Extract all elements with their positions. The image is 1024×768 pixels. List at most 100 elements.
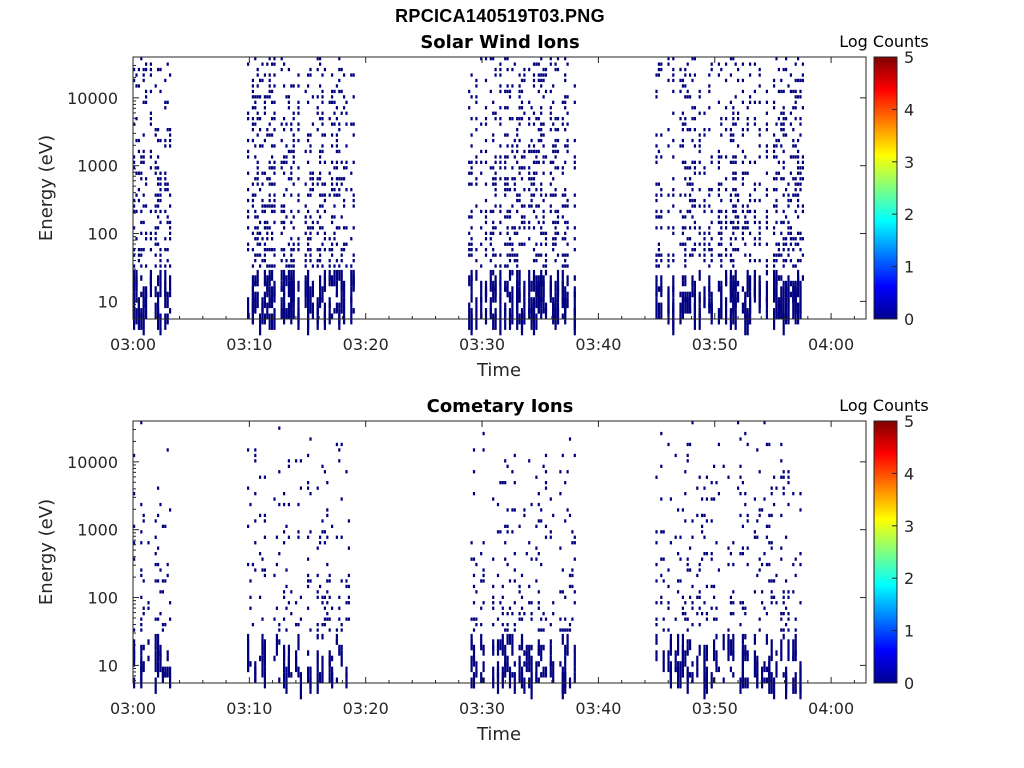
heatmap-cell (549, 117, 552, 121)
heatmap-cell (166, 188, 169, 192)
heatmap-cell (568, 584, 572, 589)
heatmap-cell (256, 111, 259, 115)
heatmap-cell (472, 448, 476, 452)
heatmap-cell (508, 579, 512, 583)
heatmap-cell (472, 573, 476, 578)
heatmap-cell (720, 133, 723, 137)
heatmap-cell (287, 302, 290, 319)
heatmap-cell (775, 171, 778, 175)
heatmap-cell (513, 253, 516, 257)
heatmap-cell (492, 584, 495, 589)
heatmap-cell (744, 242, 747, 246)
heatmap-cell (765, 677, 768, 683)
heatmap-cell (331, 188, 334, 192)
heatmap-cell (782, 166, 785, 170)
heatmap-cell (287, 149, 290, 154)
heatmap-cell (794, 193, 797, 197)
heatmap-cell (166, 100, 169, 104)
heatmap-cell (657, 62, 660, 66)
heatmap-cell (333, 100, 336, 104)
heatmap-cell (561, 122, 564, 126)
heatmap-cell (691, 78, 694, 83)
heatmap-cell (799, 237, 802, 241)
heatmap-cell (564, 297, 567, 319)
heatmap-cell (159, 248, 162, 252)
heatmap-cell (655, 73, 658, 77)
heatmap-cell (506, 133, 509, 137)
heatmap-cell (135, 193, 138, 197)
heatmap-cell (499, 639, 502, 651)
heatmap-cell (782, 672, 785, 678)
heatmap-cell (520, 573, 524, 578)
heatmap-cell (691, 215, 694, 219)
heatmap-cell (247, 226, 250, 230)
heatmap-cell (335, 677, 338, 683)
heatmap-cell (532, 78, 536, 83)
heatmap-cell (259, 128, 262, 132)
heatmap-cell (732, 308, 735, 325)
heatmap-cell (340, 535, 343, 539)
heatmap-cell (655, 530, 658, 534)
heatmap-cell (482, 661, 485, 667)
heatmap-cell (573, 601, 576, 605)
heatmap-cell (335, 269, 338, 276)
heatmap-cell (326, 513, 329, 518)
heatmap-cell (292, 117, 295, 121)
heatmap-cell (758, 508, 761, 512)
heatmap-cell (765, 188, 768, 192)
heatmap-cell (753, 650, 756, 667)
heatmap-cell (484, 106, 488, 110)
heatmap-cell (744, 253, 747, 257)
heatmap-cell (251, 275, 254, 292)
heatmap-cell (775, 155, 778, 159)
heatmap-cell (794, 155, 797, 159)
heatmap-cell (489, 237, 492, 241)
heatmap-cell (273, 111, 276, 115)
heatmap-cell (681, 508, 684, 512)
heatmap-cell (732, 220, 735, 225)
heatmap-cell (523, 188, 526, 192)
heatmap-cell (698, 204, 701, 208)
heatmap-cell (794, 78, 797, 83)
heatmap-cell (263, 171, 266, 175)
heatmap-cell (667, 650, 670, 673)
heatmap-cell (717, 149, 720, 154)
heatmap-cell (684, 84, 687, 88)
heatmap-cell (251, 291, 254, 314)
heatmap-cell (525, 644, 528, 651)
heatmap-cell (292, 242, 295, 246)
heatmap-cell (797, 95, 800, 99)
heatmap-cell (655, 226, 658, 230)
heatmap-cell (710, 552, 713, 556)
heatmap-cell (164, 280, 167, 298)
heatmap-cell (482, 644, 485, 656)
heatmap-cell (292, 138, 295, 143)
heatmap-cell (347, 595, 350, 599)
heatmap-cell (149, 149, 152, 154)
heatmap-cell (352, 122, 355, 126)
heatmap-cell (470, 209, 473, 214)
heatmap-cell (345, 579, 348, 583)
heatmap-cell (765, 562, 768, 567)
heatmap-cell (573, 302, 576, 314)
heatmap-cell (729, 552, 732, 556)
heatmap-cell (787, 231, 790, 235)
heatmap-cell (261, 297, 264, 314)
heatmap-cell (792, 128, 795, 132)
heatmap-cell (737, 421, 740, 425)
heatmap-cell (746, 171, 749, 175)
heatmap-cell (789, 237, 792, 241)
heatmap-cell (520, 177, 524, 181)
heatmap-cell (761, 590, 764, 594)
heatmap-cell (542, 73, 545, 77)
heatmap-cell (746, 128, 749, 132)
heatmap-cell (520, 220, 524, 225)
heatmap-cell (780, 275, 783, 281)
heatmap-cell (290, 237, 293, 241)
heatmap-cell (523, 308, 526, 325)
heatmap-cell (698, 111, 701, 115)
heatmap-cell (765, 171, 768, 175)
heatmap-cell (523, 204, 526, 208)
heatmap-cell (157, 546, 160, 550)
heatmap-cell (297, 138, 300, 143)
